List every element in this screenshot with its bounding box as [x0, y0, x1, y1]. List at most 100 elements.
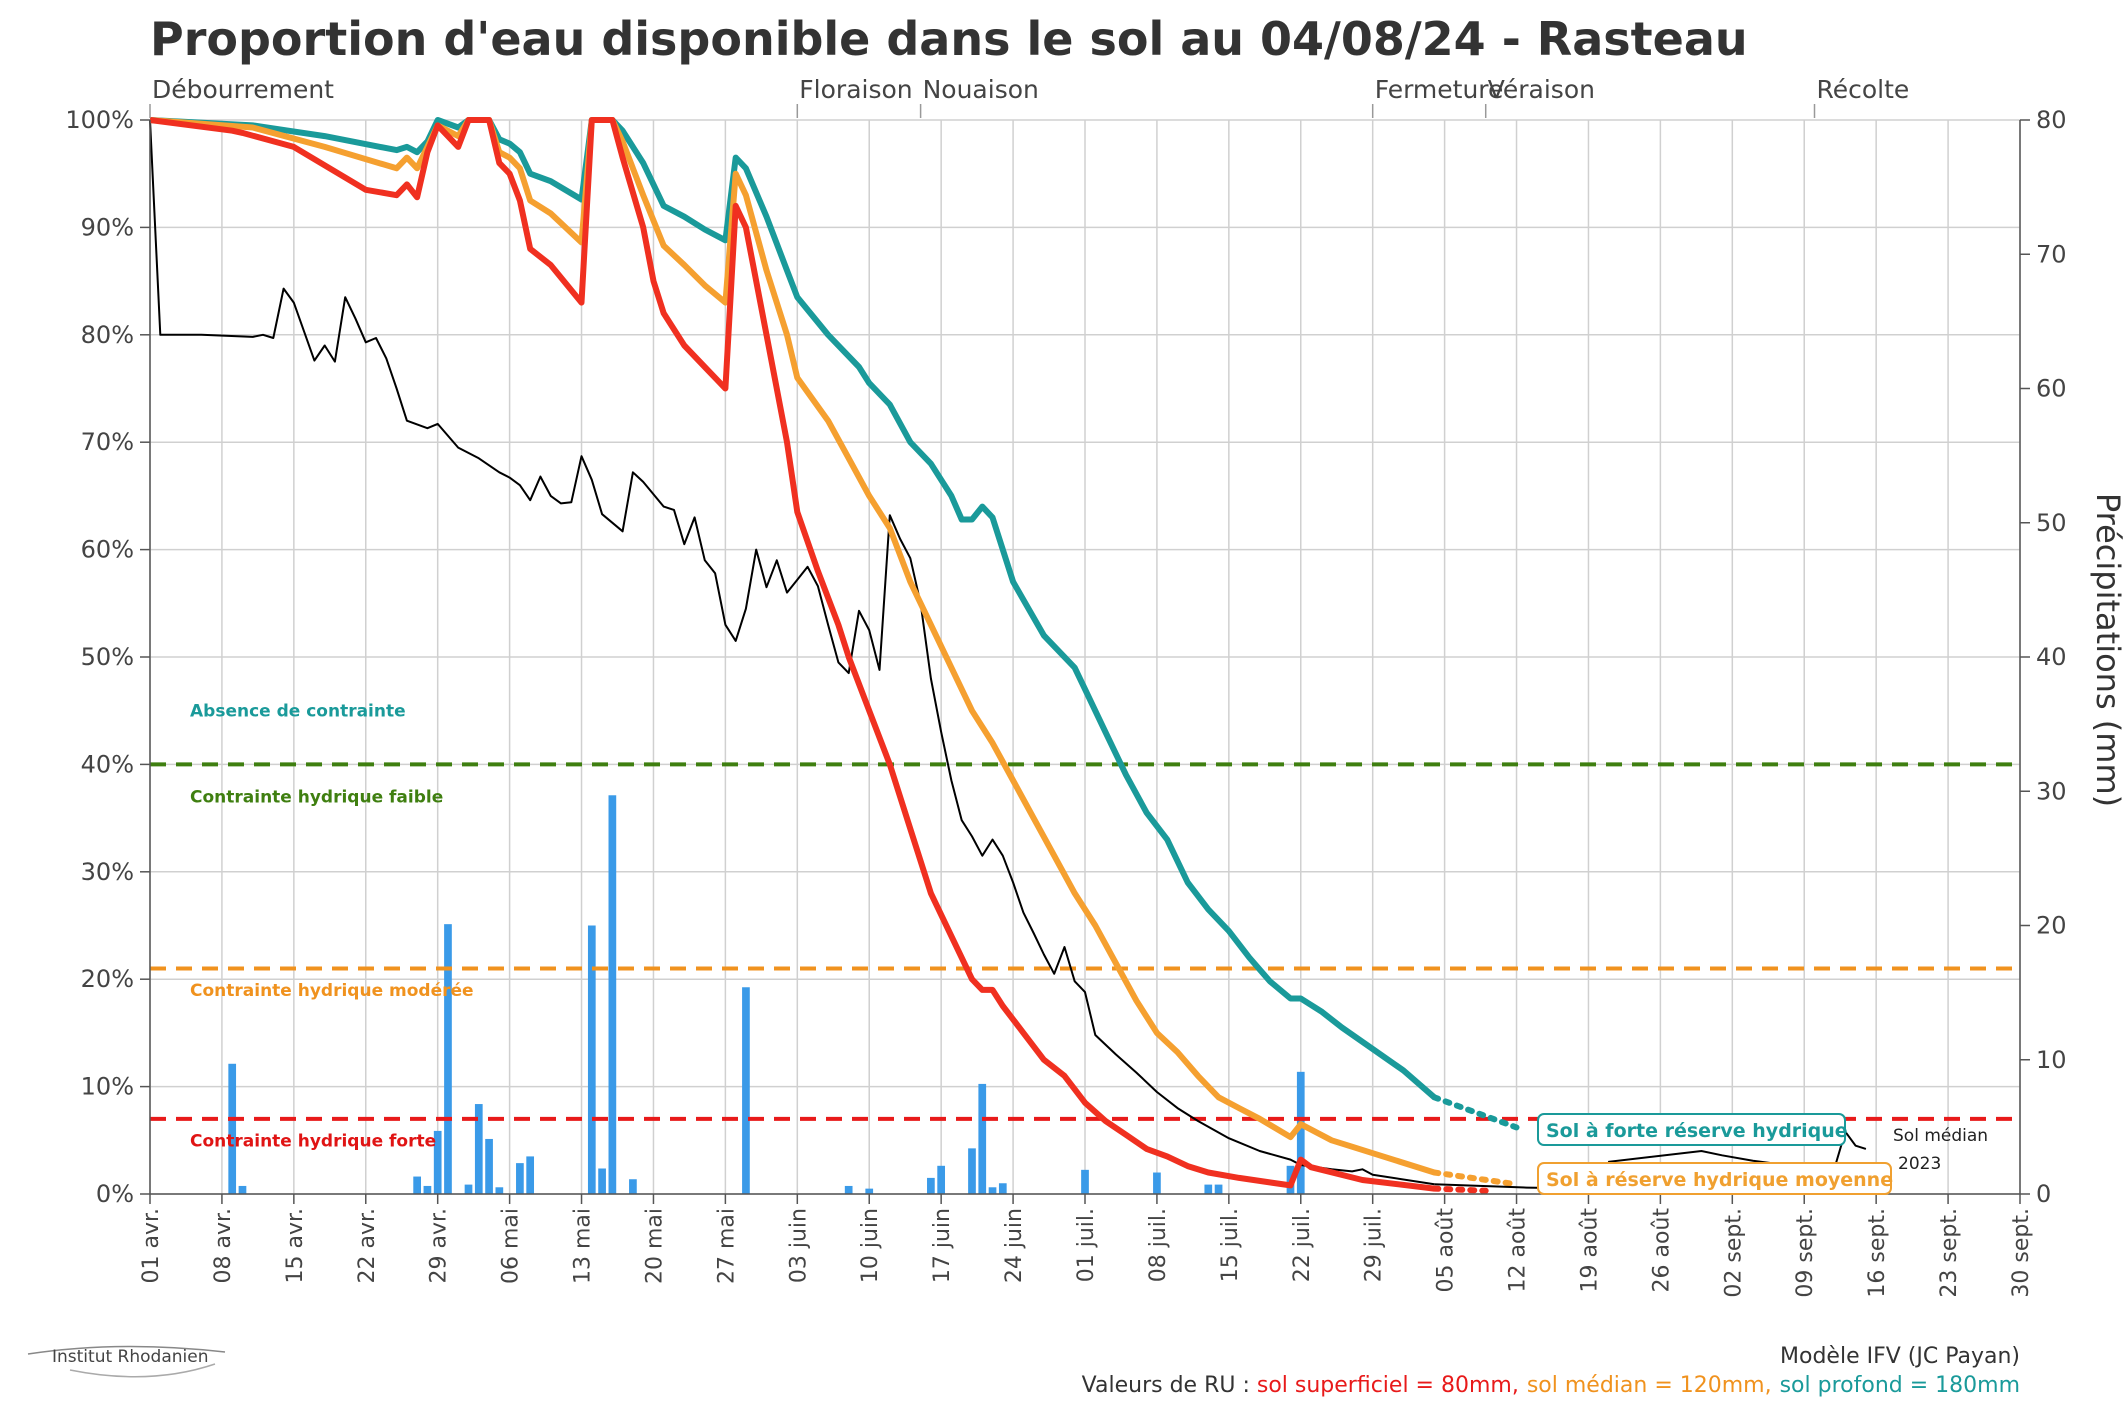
x-tick-label: 22 avr. [355, 1208, 380, 1284]
x-tick-label: 08 juil. [1146, 1208, 1171, 1282]
precip-bar [587, 925, 596, 1194]
precip-bar [968, 1148, 976, 1194]
axes: 0% 10% 20% 30% 40% 50% 60% 70% 80% 90% 100% 0 10 20 30… [65, 106, 2066, 1298]
red-series-line [149, 117, 1435, 1192]
precip-bar [444, 924, 452, 1194]
precip-bar [998, 1183, 1007, 1194]
precip-bar [238, 1185, 247, 1194]
y-tick-label: 70% [81, 428, 134, 456]
y2-tick-label: 20 [2036, 912, 2067, 940]
teal-series-line [149, 117, 1437, 1100]
x-tick-label: 08 avr. [211, 1208, 236, 1284]
y-tick-label: 50% [81, 643, 134, 671]
phenology-label: Floraison [799, 75, 912, 104]
y-tick-label: 90% [81, 213, 134, 241]
x-tick-label: 06 mai [499, 1208, 524, 1284]
precip-bar [927, 1177, 935, 1194]
x-tick-label: 17 juin [930, 1208, 955, 1283]
y2-tick-label: 50 [2036, 509, 2067, 537]
footer: Modèle IFV (JC Payan) Valeurs de RU : so… [1082, 1344, 2020, 1398]
ru-orange: sol médian = 120mm, [1527, 1373, 1772, 1398]
x-tick-label: 30 sept. [2009, 1208, 2034, 1298]
precip-bar [988, 1187, 997, 1194]
y-tick-label: 40% [81, 750, 134, 778]
logo-swoosh [27, 1345, 226, 1355]
x-tick-label: 01 juil. [1074, 1208, 1099, 1282]
y2-axis-label: Précipitations (mm) [2089, 493, 2125, 807]
zone-label: Contrainte hydrique modérée [190, 981, 474, 1001]
x-tick-label: 20 mai [642, 1208, 667, 1284]
precip-bar [423, 1185, 432, 1194]
forte-callout-box [1537, 1113, 1846, 1146]
precip-bar [1296, 1071, 1305, 1194]
median-label-line1: Sol médian [1893, 1126, 1988, 1146]
logo-text: Institut Rhodanien [52, 1347, 208, 1367]
forte-callout-label: Sol à forte réserve hydrique [1546, 1120, 1848, 1142]
y-tick-label: 10% [81, 1073, 134, 1101]
precip-bar [978, 1083, 987, 1194]
x-tick-label: 19 août [1577, 1208, 1602, 1293]
moyenne-callout-box [1537, 1162, 1892, 1195]
phenology-label: Nouaison [923, 75, 1039, 104]
x-tick-label: 15 juil. [1218, 1208, 1243, 1282]
precip-bar [413, 1176, 421, 1194]
y-tick-label: 0% [96, 1180, 134, 1208]
y-tick-label: 100% [65, 106, 134, 134]
y2-tick-label: 60 [2036, 375, 2067, 403]
precip-bar [485, 1138, 493, 1194]
precip-bar [474, 1104, 483, 1194]
x-tick-label: 12 août [1506, 1208, 1531, 1293]
x-tick-label: 13 mai [571, 1208, 596, 1284]
orange-projection-line [1431, 1169, 1520, 1188]
y2-tick-label: 70 [2036, 240, 2067, 268]
chart-title: Proportion d'eau disponible dans le sol … [150, 12, 1748, 66]
precip-bar [1081, 1169, 1089, 1194]
y-tick-label: 60% [81, 536, 134, 564]
y2-tick-label: 0 [2036, 1180, 2051, 1208]
zone-label: Absence de contrainte [190, 702, 406, 722]
precip-bar [495, 1187, 504, 1194]
phenology-label: Véraison [1488, 75, 1595, 104]
ru-prefix: Valeurs de RU : [1082, 1373, 1257, 1398]
x-tick-label: 15 avr. [283, 1208, 308, 1284]
precip-bar [1214, 1184, 1223, 1194]
zone-label: Contrainte hydrique forte [190, 1131, 436, 1151]
x-tick-label: 29 avr. [427, 1208, 452, 1284]
y2-tick-label: 30 [2036, 777, 2067, 805]
x-tick-label: 23 sept. [1937, 1208, 1962, 1298]
callouts: Sol à forte réserve hydrique Sol à réser… [1537, 1113, 1988, 1195]
precip-bar [516, 1163, 524, 1194]
zone-labels: Absence de contrainte Contrainte hydrique… [190, 702, 474, 1152]
precip-bar [742, 987, 750, 1194]
x-tick-label: 29 juil. [1362, 1208, 1387, 1282]
precip-bar [1153, 1172, 1161, 1194]
x-tick-label: 02 sept. [1721, 1208, 1746, 1298]
x-tick-label: 22 juil. [1290, 1208, 1315, 1282]
y2-tick-label: 80 [2036, 106, 2067, 134]
precip-bar [598, 1168, 606, 1194]
institut-logo: Institut Rhodanien [27, 1345, 226, 1378]
precip-bar [433, 1130, 442, 1194]
x-tick-label: 16 sept. [1865, 1208, 1890, 1298]
x-tick-label: 09 sept. [1793, 1208, 1818, 1298]
x-tick-label: 26 août [1649, 1208, 1674, 1293]
phenology-label: Récolte [1817, 75, 1910, 104]
precip-bar [608, 795, 617, 1194]
zone-label: Contrainte hydrique faible [190, 788, 443, 808]
moyenne-callout-label: Sol à réserve hydrique moyenne [1546, 1169, 1893, 1191]
grid [149, 119, 2021, 1195]
precip-bar [937, 1165, 946, 1194]
model-credit: Modèle IFV (JC Payan) [1780, 1344, 2020, 1369]
x-tick-label: 27 mai [714, 1208, 739, 1284]
phenology-label: Fermeture [1375, 75, 1504, 104]
precipitation-bars [228, 795, 1305, 1194]
precip-bar [228, 1063, 237, 1194]
series-lines [149, 117, 1867, 1194]
y2-tick-label: 40 [2036, 643, 2067, 671]
ru-red: sol superficiel = 80mm, [1257, 1373, 1519, 1398]
median-label-line2: 2023 [1898, 1154, 1941, 1174]
x-tick-label: 05 août [1434, 1208, 1459, 1293]
black-series-line [149, 119, 1435, 1186]
y-tick-label: 80% [81, 321, 134, 349]
